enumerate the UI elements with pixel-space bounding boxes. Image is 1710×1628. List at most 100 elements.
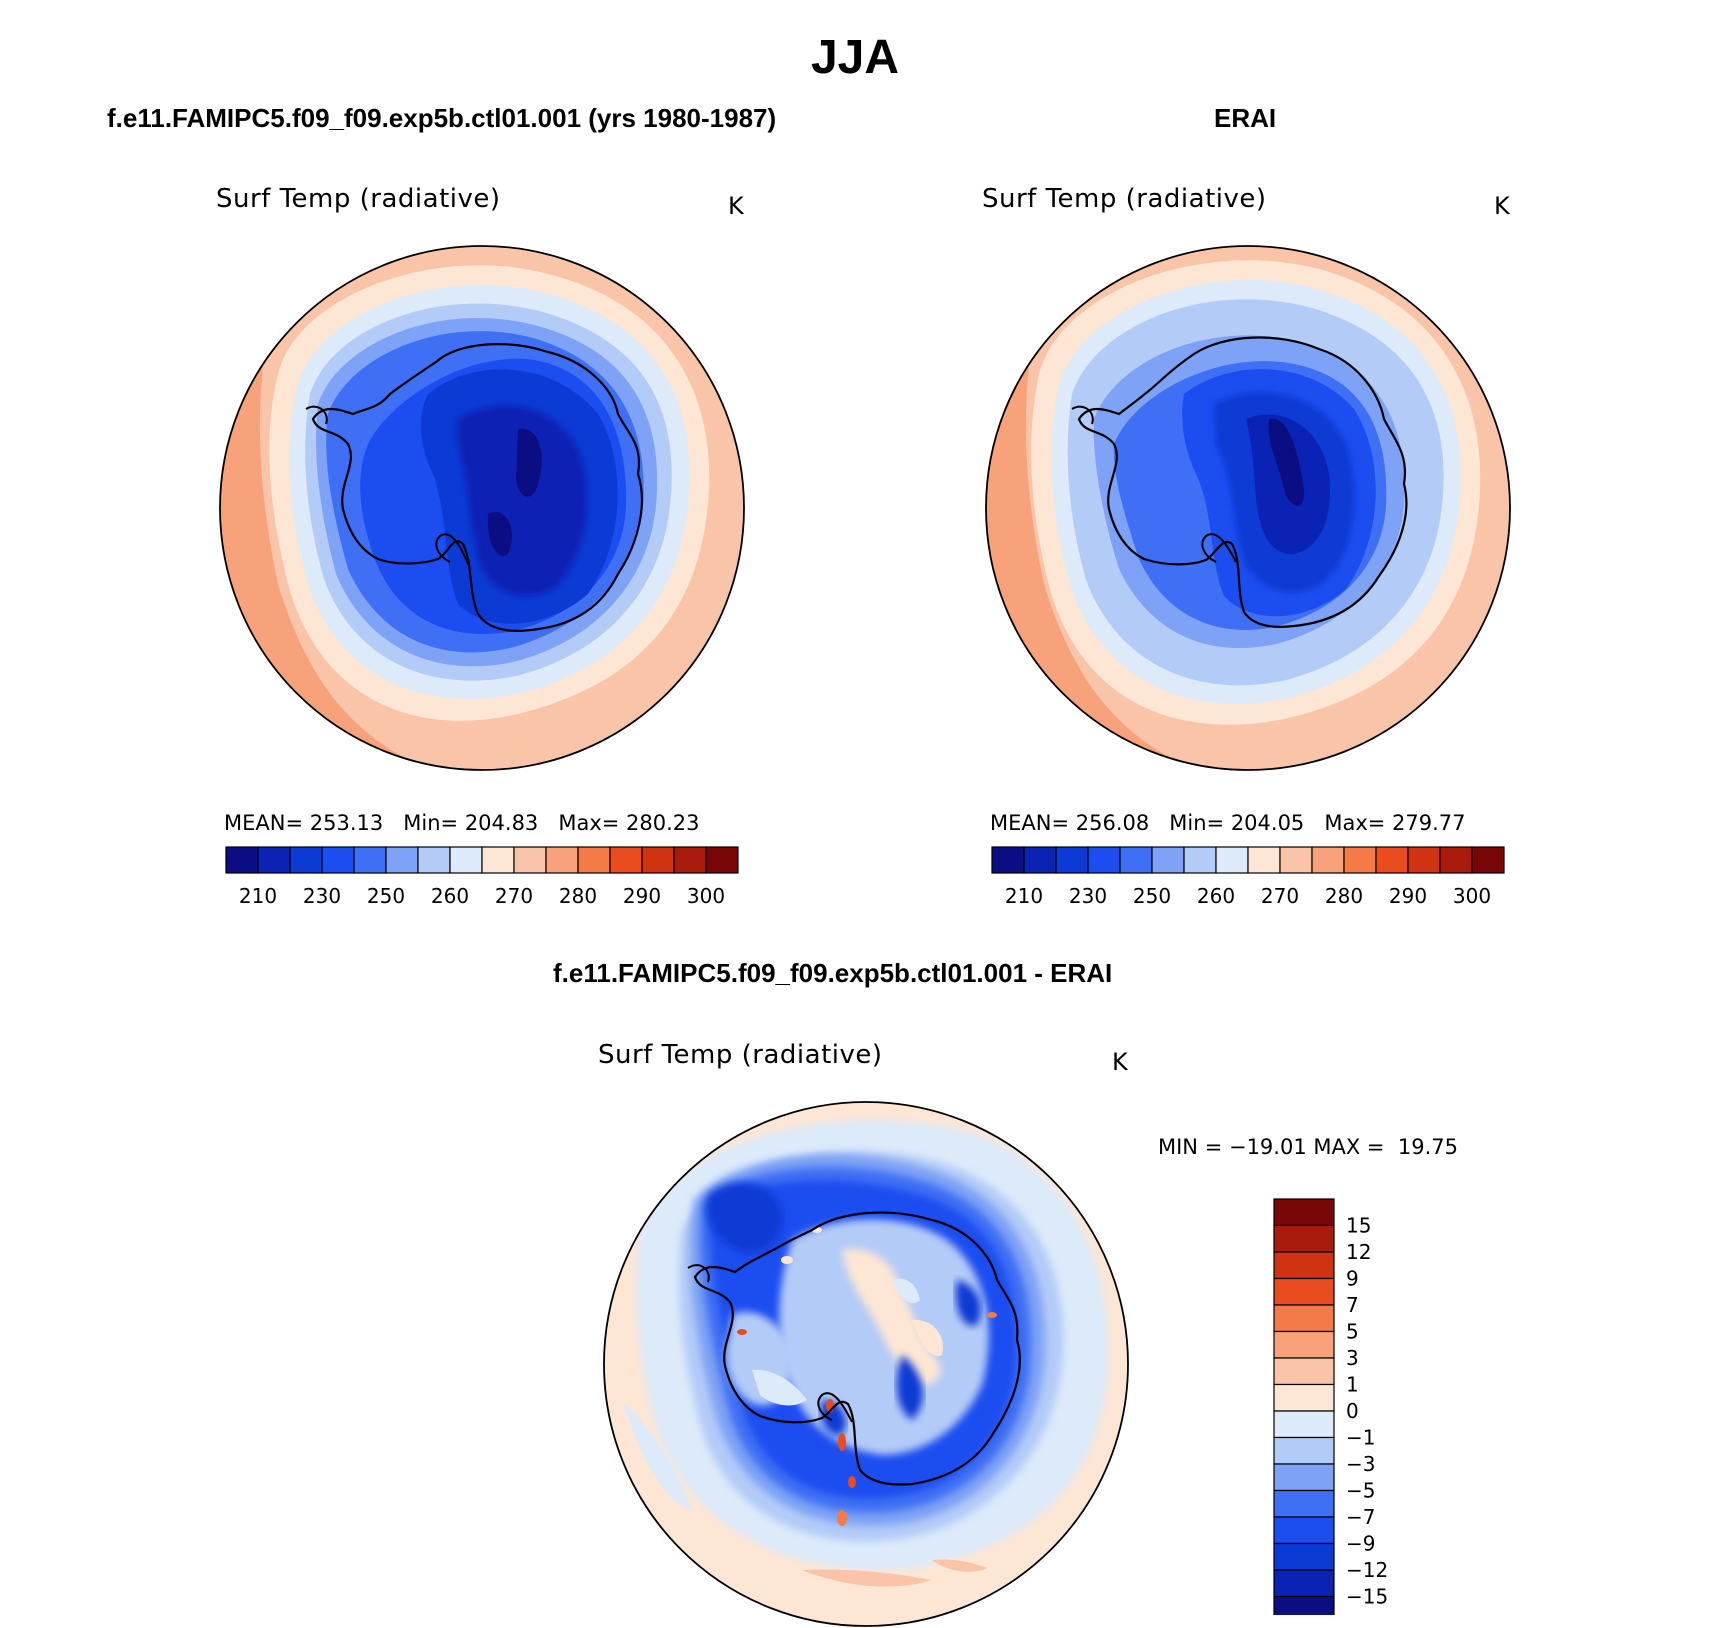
colorbar-box: [1375, 846, 1409, 874]
colorbar-box: [1183, 846, 1217, 874]
colorbar-tick-label: 9: [1346, 1267, 1359, 1291]
colorbar-tick-label: 290: [623, 884, 661, 908]
colorbar-box: [1215, 846, 1249, 874]
panel-3-min-max: MIN = −19.01 MAX = 19.75: [1158, 1135, 1458, 1159]
colorbar-box: [1087, 846, 1121, 874]
colorbar-box: [289, 846, 323, 874]
colorbar-box: [353, 846, 387, 874]
panel-3-variable-title: Surf Temp (radiative): [598, 1040, 883, 1070]
panel-1-polar-map: [219, 245, 745, 771]
colorbar-box: [225, 846, 259, 874]
colorbar-tick-label: −12: [1346, 1558, 1388, 1582]
panel-2-polar-map: [985, 245, 1511, 771]
colorbar-box: [1273, 1542, 1335, 1571]
colorbar-box: [321, 846, 355, 874]
colorbar-tick-label: 300: [687, 884, 725, 908]
colorbar-tick-label: −1: [1346, 1426, 1375, 1450]
colorbar-box: [449, 846, 483, 874]
panel-1-units: K: [728, 192, 744, 220]
colorbar-box: [545, 846, 579, 874]
colorbar-tick-label: 260: [1197, 884, 1235, 908]
min-value: 204.05: [1230, 811, 1305, 835]
colorbar-tick-label: 0: [1346, 1399, 1359, 1423]
colorbar-tick-label: −5: [1346, 1479, 1375, 1503]
colorbar-box: [1273, 1516, 1335, 1545]
colorbar-box: [1273, 1569, 1335, 1598]
colorbar-box: [257, 846, 291, 874]
colorbar-box: [1273, 1436, 1335, 1465]
min-value: 204.83: [464, 811, 539, 835]
colorbar-box: [1273, 1595, 1335, 1615]
figure-title: JJA: [810, 31, 900, 84]
colorbar-tick-label: 270: [1261, 884, 1299, 908]
colorbar-box: [385, 846, 419, 874]
colorbar-tick-label: 1: [1346, 1373, 1359, 1397]
colorbar-tick-label: −7: [1346, 1505, 1375, 1529]
colorbar-box: [641, 846, 675, 874]
colorbar-box: [1273, 1357, 1335, 1386]
colorbar-box: [1279, 846, 1313, 874]
panel-2-variable-title: Surf Temp (radiative): [982, 184, 1267, 214]
colorbar-tick-label: 260: [431, 884, 469, 908]
panel-1-variable-title: Surf Temp (radiative): [216, 184, 501, 214]
colorbar-box: [513, 846, 547, 874]
colorbar-box: [1343, 846, 1377, 874]
colorbar-box: [1311, 846, 1345, 874]
colorbar-box: [1247, 846, 1281, 874]
max-value: 279.77: [1392, 811, 1466, 835]
max-label: Max=: [558, 811, 620, 835]
colorbar-box: [1023, 846, 1057, 874]
colorbar-box: [1439, 846, 1473, 874]
colorbar-box: [481, 846, 515, 874]
colorbar-tick-label: 270: [495, 884, 533, 908]
colorbar-box: [1273, 1304, 1335, 1333]
min-label: Min=: [1169, 811, 1225, 835]
colorbar-box: [1055, 846, 1089, 874]
colorbar-tick-label: −15: [1346, 1585, 1388, 1609]
max-label: Max=: [1324, 811, 1386, 835]
colorbar-box: [577, 846, 611, 874]
colorbar-box: [1151, 846, 1185, 874]
colorbar-box: [1471, 846, 1505, 874]
panel-1-colorbar: 210 230 250 260 270 280 290 300: [225, 846, 739, 908]
panel-2-colorbar: 210 230 250 260 270 280 290 300: [991, 846, 1505, 908]
mean-value: 256.08: [1075, 811, 1150, 835]
colorbar-box: [1273, 1198, 1335, 1227]
colorbar-box: [705, 846, 739, 874]
colorbar-box: [1119, 846, 1153, 874]
panel-2-units: K: [1494, 192, 1510, 220]
colorbar-tick-label: 5: [1346, 1320, 1359, 1344]
colorbar-tick-label: 250: [1133, 884, 1171, 908]
panel-3-units: K: [1112, 1048, 1128, 1076]
colorbar-box: [1273, 1330, 1335, 1359]
panel-3-case-title: f.e11.FAMIPC5.f09_f09.exp5b.ctl01.001 - …: [553, 958, 1113, 988]
colorbar-box: [417, 846, 451, 874]
colorbar-tick-label: 15: [1346, 1214, 1371, 1238]
colorbar-box: [609, 846, 643, 874]
min-label: Min=: [403, 811, 459, 835]
max-value: 280.23: [626, 811, 700, 835]
colorbar-box: [1273, 1383, 1335, 1412]
colorbar-tick-label: 12: [1346, 1240, 1371, 1264]
colorbar-tick-label: 230: [1069, 884, 1107, 908]
mean-label: MEAN=: [224, 811, 304, 835]
colorbar-box: [1273, 1277, 1335, 1306]
colorbar-box: [1273, 1410, 1335, 1439]
colorbar-tick-label: 7: [1346, 1293, 1359, 1317]
colorbar-tick-label: 3: [1346, 1346, 1359, 1370]
colorbar-tick-label: 210: [239, 884, 277, 908]
mean-value: 253.13: [309, 811, 384, 835]
panel-3-polar-map: [603, 1101, 1129, 1627]
panel-2-case-title: ERAI: [1214, 103, 1277, 133]
colorbar-tick-label: 210: [1005, 884, 1043, 908]
panel-1-stats: MEAN= 253.13 Min= 204.83 Max= 280.23: [224, 811, 700, 835]
colorbar-tick-label: 280: [559, 884, 597, 908]
colorbar-box: [673, 846, 707, 874]
mean-label: MEAN=: [990, 811, 1070, 835]
colorbar-tick-label: 250: [367, 884, 405, 908]
colorbar-box: [991, 846, 1025, 874]
colorbar-box: [1273, 1224, 1335, 1253]
colorbar-tick-label: 280: [1325, 884, 1363, 908]
colorbar-tick-label: 230: [303, 884, 341, 908]
